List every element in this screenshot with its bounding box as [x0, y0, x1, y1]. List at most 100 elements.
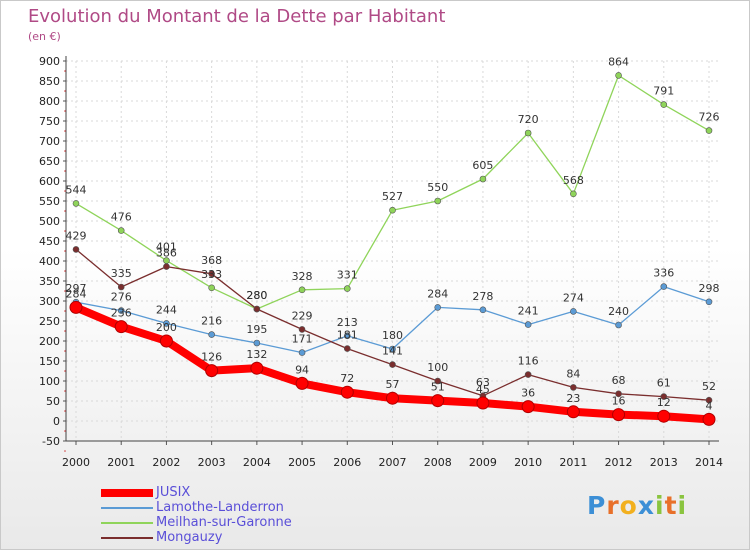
axis-dot — [64, 170, 66, 172]
y-tick-label: 500 — [39, 215, 60, 228]
y-tick-label: 300 — [39, 295, 60, 308]
y-tick-label: 200 — [39, 335, 60, 348]
data-label: 605 — [472, 159, 493, 172]
data-label: 274 — [563, 291, 584, 304]
data-point — [615, 321, 622, 329]
data-point — [389, 361, 396, 368]
data-point — [69, 300, 83, 314]
data-label: 328 — [292, 270, 313, 283]
data-label: 171 — [292, 333, 313, 346]
data-point — [476, 396, 490, 410]
axis-dot — [64, 70, 66, 72]
data-label: 23 — [566, 392, 580, 405]
data-label: 527 — [382, 190, 403, 203]
data-label: 12 — [657, 396, 671, 409]
data-point — [298, 349, 306, 356]
y-tick-label: 600 — [39, 175, 60, 188]
data-point — [117, 307, 125, 314]
axis-dot — [64, 330, 66, 332]
x-tick-label: 2010 — [514, 456, 542, 469]
axis-dot — [64, 310, 66, 312]
data-label: 336 — [653, 267, 674, 280]
y-tick-label: 800 — [39, 95, 60, 108]
data-label: 195 — [246, 323, 267, 336]
data-point — [705, 298, 713, 306]
data-point — [117, 227, 125, 234]
data-point — [524, 371, 532, 378]
data-label: 240 — [608, 305, 629, 318]
data-point — [250, 361, 264, 375]
data-point — [389, 345, 396, 353]
data-point — [343, 332, 351, 340]
y-tick-label: 150 — [39, 355, 60, 368]
axis-dot — [64, 250, 66, 252]
data-point — [295, 376, 309, 390]
data-label: 244 — [156, 303, 177, 316]
data-point — [521, 400, 535, 414]
data-point — [205, 364, 219, 378]
legend-label: Lamothe-Landerron — [156, 500, 284, 515]
data-point — [660, 101, 668, 108]
data-point — [159, 334, 173, 348]
data-label: 386 — [156, 247, 177, 260]
data-point — [524, 129, 532, 137]
data-label: 280 — [246, 289, 267, 302]
data-label: 116 — [518, 355, 539, 368]
series-group — [69, 72, 716, 426]
y-tick-label: 100 — [39, 375, 60, 388]
axis-dot — [64, 150, 66, 152]
data-label: 63 — [476, 376, 490, 389]
y-tick-label: 850 — [39, 75, 60, 88]
data-label: 476 — [111, 211, 132, 224]
data-point — [298, 286, 306, 294]
data-point — [570, 190, 577, 198]
x-tick-label: 2008 — [424, 456, 452, 469]
y-tick-label: 250 — [39, 315, 60, 328]
data-label: 4 — [706, 399, 713, 412]
data-label: 280 — [246, 289, 267, 302]
axis-dot — [64, 450, 66, 452]
data-point — [343, 345, 351, 352]
y-tick-label: 450 — [39, 235, 60, 248]
data-label: 16 — [612, 395, 626, 408]
legend-label: Mongauzy — [156, 530, 223, 545]
data-label: 132 — [246, 348, 267, 361]
legend-swatch — [101, 506, 153, 509]
y-tick-label: 0 — [53, 415, 60, 428]
axis-dot — [64, 410, 66, 412]
data-point — [253, 339, 261, 347]
legend-item: Mongauzy — [101, 530, 292, 545]
data-point — [72, 200, 80, 207]
data-label: 84 — [566, 367, 580, 380]
data-label: 229 — [292, 309, 313, 322]
data-label: 297 — [66, 282, 87, 295]
data-label: 368 — [201, 254, 222, 267]
x-tick-label: 2014 — [695, 456, 723, 469]
y-tick-label: 350 — [39, 275, 60, 288]
legend-item: Meilhan-sur-Garonne — [101, 515, 292, 530]
data-point — [386, 391, 399, 405]
x-tick-label: 2007 — [379, 456, 407, 469]
data-label: 333 — [201, 268, 222, 281]
data-point — [343, 285, 351, 292]
data-labels: 284 236 200 126 132 94 72 57 51 45 36 23 16 12 4 297 276… — [66, 55, 720, 412]
y-tick-label: 50 — [46, 395, 60, 408]
data-label: 200 — [156, 321, 177, 334]
data-label: 864 — [608, 55, 629, 68]
data-point — [705, 127, 713, 134]
data-label: 51 — [431, 381, 445, 394]
axis-dot — [64, 90, 66, 92]
data-label: 216 — [201, 315, 222, 328]
data-label: 278 — [472, 290, 493, 303]
axis-dot — [64, 430, 66, 432]
data-label: 429 — [66, 229, 87, 242]
data-point — [253, 305, 261, 313]
chart-unit: (en €) — [28, 30, 61, 43]
legend-label: Meilhan-sur-Garonne — [156, 515, 292, 530]
data-label: 331 — [337, 269, 358, 282]
y-tick-label: 900 — [39, 55, 60, 68]
axis-dot — [64, 270, 66, 272]
x-tick-label: 2011 — [559, 456, 587, 469]
